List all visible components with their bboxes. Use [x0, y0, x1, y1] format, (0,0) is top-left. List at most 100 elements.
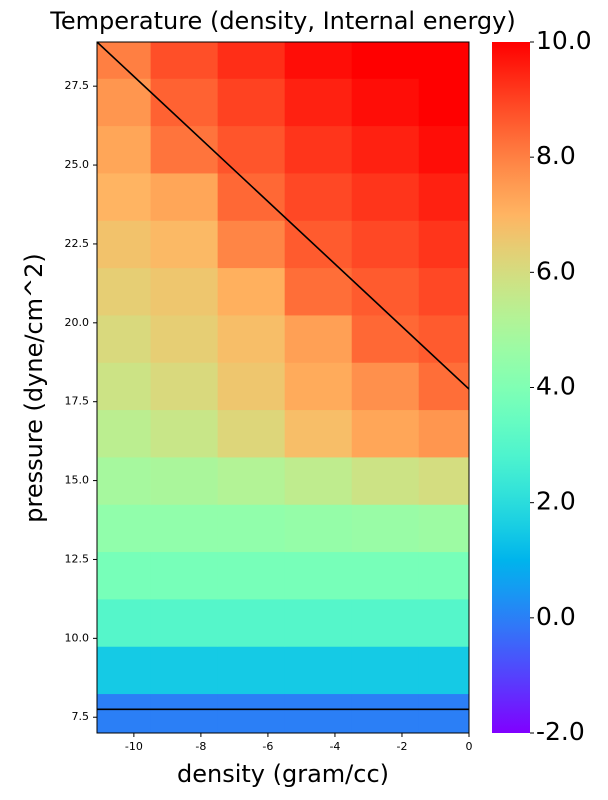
y-tick-label: 15.0 [65, 474, 90, 487]
overlay-lines [97, 42, 469, 711]
y-tick-label: 10.0 [65, 631, 90, 644]
colorbar-tick-label: 8.0 [536, 141, 576, 170]
heat-cell [150, 220, 219, 269]
heat-cell [217, 362, 286, 411]
heat-cell [150, 409, 219, 458]
heat-cell [217, 598, 286, 647]
heat-cell [217, 646, 286, 695]
heat-cell [217, 220, 286, 269]
heat-cell [284, 125, 353, 174]
y-tick-label: 17.5 [65, 395, 90, 408]
heat-cell [150, 598, 219, 647]
y-tick-label: 22.5 [65, 237, 90, 250]
heat-cell [217, 409, 286, 458]
heat-cell [150, 362, 219, 411]
heat-cell [284, 172, 353, 221]
heat-cell [217, 267, 286, 316]
heatmap [97, 42, 469, 733]
heat-cell [217, 172, 286, 221]
heat-cell [351, 314, 420, 363]
heat-cell [351, 693, 420, 733]
y-axis-label: pressure (dyne/cm^2) [20, 253, 48, 522]
heat-cell [150, 551, 219, 600]
x-tick-label: -4 [329, 740, 340, 753]
heat-cell [351, 409, 420, 458]
heat-cell [418, 551, 469, 600]
heat-cell [97, 693, 152, 733]
heat-cell [284, 42, 353, 79]
heat-cell [284, 78, 353, 127]
colorbar-tick-label: 10.0 [536, 26, 592, 55]
heat-cell [351, 362, 420, 411]
colorbar [492, 42, 530, 733]
heat-cell [217, 78, 286, 127]
heat-cell [284, 409, 353, 458]
heat-cell [97, 362, 152, 411]
heat-cell [418, 646, 469, 695]
heat-cell [150, 456, 219, 505]
heat-cell [351, 78, 420, 127]
x-tick-label: -10 [125, 740, 143, 753]
heat-cell [97, 172, 152, 221]
plot-frame [96, 41, 470, 734]
heat-cell [418, 267, 469, 316]
x-tick-label: -6 [262, 740, 273, 753]
heat-cell [97, 220, 152, 269]
heat-cell [418, 314, 469, 363]
heat-cell [351, 456, 420, 505]
heat-cell [97, 409, 152, 458]
heat-cell [418, 409, 469, 458]
heat-cell [418, 598, 469, 647]
heat-cell [150, 172, 219, 221]
heat-cell [284, 362, 353, 411]
x-tick-label: -8 [195, 740, 206, 753]
x-tick-label: 0 [466, 740, 473, 753]
heat-cell [418, 78, 469, 127]
y-tick-label: 27.5 [65, 79, 90, 92]
colorbar-tick-label: 6.0 [536, 256, 576, 285]
heat-cell [97, 125, 152, 174]
heat-cell [150, 504, 219, 553]
heat-cell [150, 267, 219, 316]
heat-cell [97, 314, 152, 363]
heat-cell [217, 42, 286, 79]
heat-cell [150, 693, 219, 733]
heat-cell [97, 456, 152, 505]
heat-cell [351, 598, 420, 647]
heat-cell [284, 314, 353, 363]
x-axis-label: density (gram/cc) [177, 760, 389, 788]
heat-cell [97, 42, 152, 79]
heat-cell [284, 551, 353, 600]
heat-cell [351, 220, 420, 269]
heat-cell [97, 267, 152, 316]
heat-cell [217, 314, 286, 363]
colorbar-tick-label: 4.0 [536, 372, 576, 401]
x-tick-label: -2 [396, 740, 407, 753]
heat-cell [351, 42, 420, 79]
heat-cell [418, 172, 469, 221]
y-tick-label: 7.5 [72, 710, 90, 723]
heat-cell [150, 42, 219, 79]
heat-cell [284, 504, 353, 553]
heat-cell [217, 504, 286, 553]
heat-cell [97, 551, 152, 600]
y-tick-label: 25.0 [65, 158, 90, 171]
colorbar-tick-label: 0.0 [536, 602, 576, 631]
heat-cell [150, 125, 219, 174]
heat-cell [418, 504, 469, 553]
colorbar-tick-label: 2.0 [536, 487, 576, 516]
heat-cell [97, 646, 152, 695]
heat-cell [150, 646, 219, 695]
heat-cell [418, 693, 469, 733]
heat-cell [418, 456, 469, 505]
heat-cell [97, 504, 152, 553]
heat-cell [217, 125, 286, 174]
y-tick-label: 12.5 [65, 552, 90, 565]
heat-cell [284, 693, 353, 733]
colorbar-tick-label: -2.0 [536, 717, 585, 746]
heat-cell [418, 220, 469, 269]
heat-cell [284, 646, 353, 695]
heat-cell [284, 598, 353, 647]
heat-cell [284, 267, 353, 316]
